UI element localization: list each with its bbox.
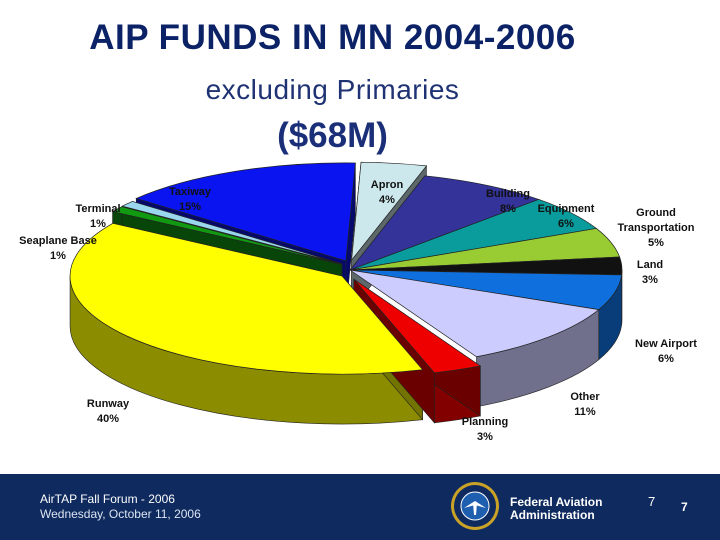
slide-amount: ($68M) [277,116,388,155]
footer-event: AirTAP Fall Forum - 2006 [40,492,175,506]
slide-subtitle: excluding Primaries [205,74,460,105]
pie-slice-planning [353,278,482,374]
footer-agency-line2: Administration [510,508,595,522]
pie-label-apron: Apron 4% [371,179,404,206]
pie-slice-other [349,269,600,358]
pie-slice-taxiway [135,162,356,262]
pie-slice-seaplane-base [111,206,342,265]
pie-label-building: Building 8% [486,188,530,215]
footer-date: Wednesday, October 11, 2006 [40,507,201,521]
pie-label-land: Land 3% [637,259,663,286]
pie-label-ground-transportation: Ground Transportation 5% [617,207,694,249]
pie-tops [69,161,623,375]
page-number: 7 [648,494,656,509]
pie-chart: Apron 4% Building 8% Equipment 6% Ground Transp… [19,161,697,443]
pie-slice-runway [69,222,424,375]
footer-bar: AirTAP Fall Forum - 2006 Wednesday, Octo… [0,474,720,540]
pie-label-planning: Planning 3% [462,416,508,443]
pie-label-equipment: Equipment 6% [538,203,595,230]
pie-label-new-airport: New Airport 6% [635,338,697,365]
pie-labels: Apron 4% Building 8% Equipment 6% Ground Transp… [19,179,697,443]
pie-label-runway: Runway 40% [87,398,130,425]
footer-agency-line1: Federal Aviation [510,495,603,509]
page-number-bold: 7 [681,500,688,514]
pie-slice-building [348,175,540,271]
slide-title: AIP FUNDS IN MN 2004-2006 [89,18,576,57]
pie-label-other: Other 11% [570,391,600,418]
pie-label-terminal: Terminal 1% [75,203,120,230]
pie-label-taxiway: Taxiway 15% [169,186,212,213]
faa-seal-icon [451,482,499,530]
pie-slice-terminal [121,201,343,265]
pie-slice-apron [351,161,428,262]
pie-label-seaplane-base: Seaplane Base 1% [19,235,97,262]
